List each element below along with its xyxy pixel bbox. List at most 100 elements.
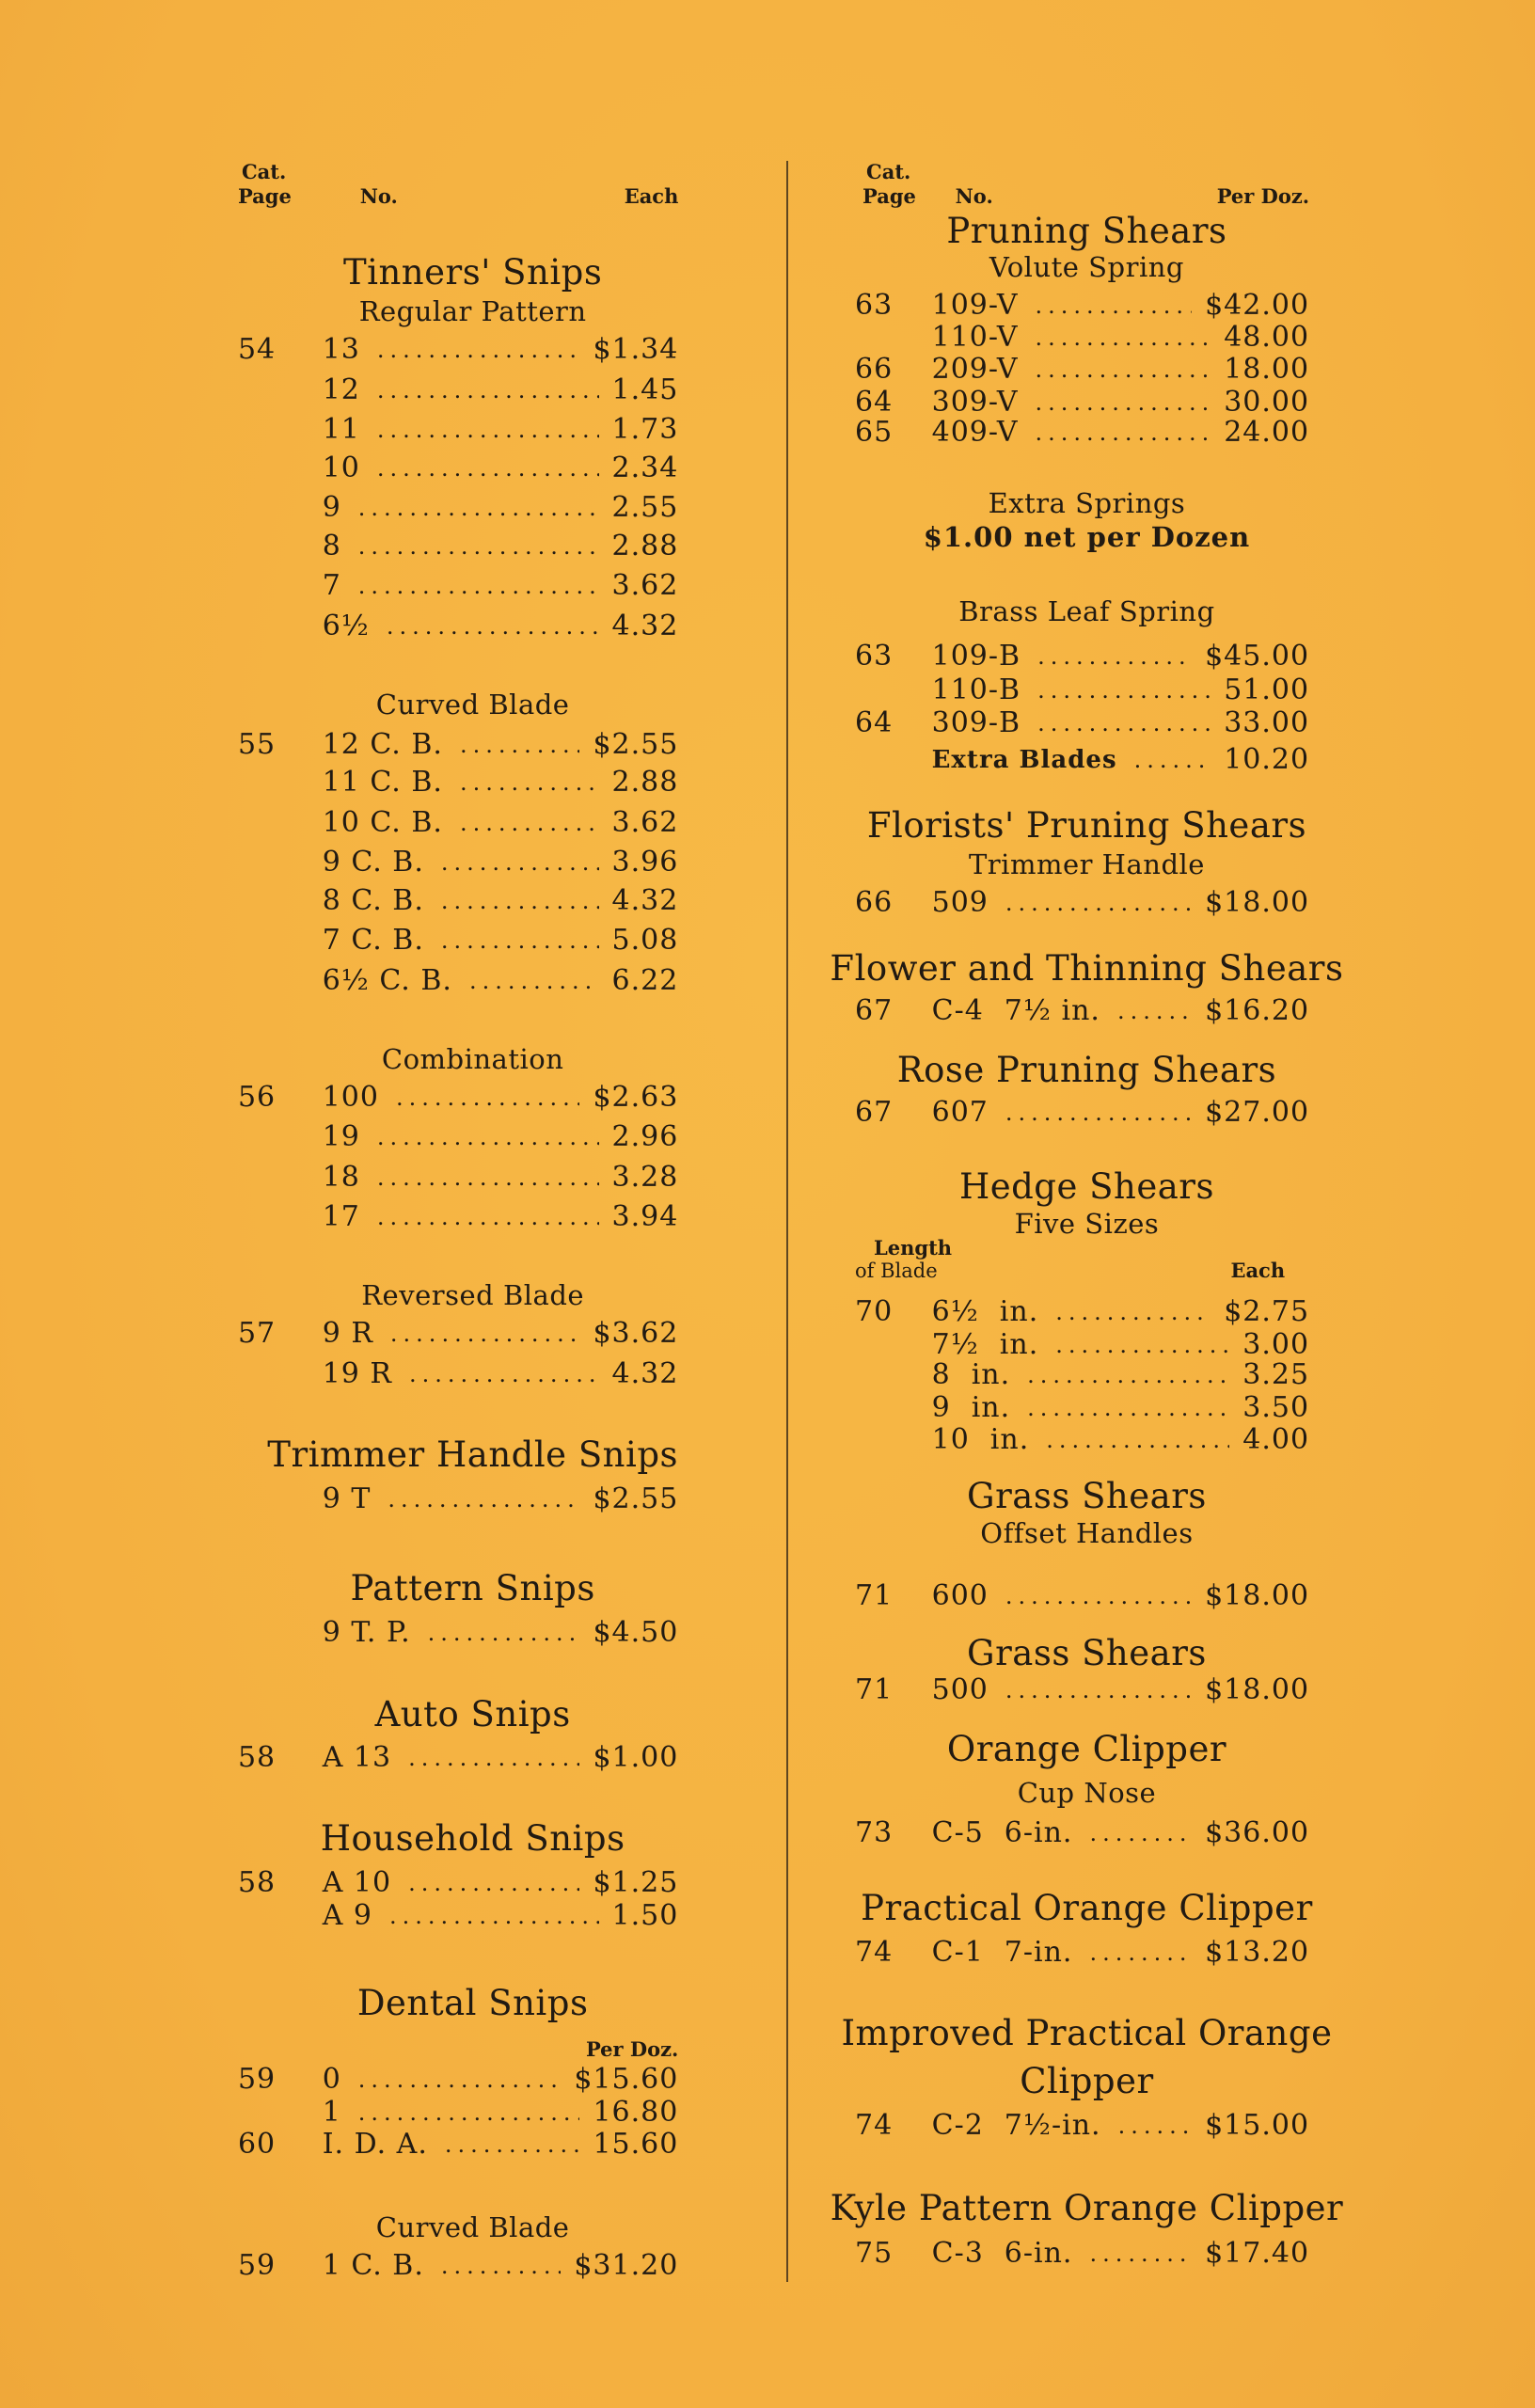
item-price: 3.62 [611,569,679,603]
leader-dots: ........................................ [468,967,599,994]
price-row: 73 C-5 6-in...............................… [855,1816,1309,1850]
item-price: $4.50 [593,1616,679,1650]
item-price: $27.00 [1205,1096,1310,1130]
catalog-page: 59 [237,2063,277,2097]
item-number: A 10 [322,1866,392,1900]
section-subtitle: Cup Nose [1017,1777,1157,1810]
item-price: 3.00 [1242,1327,1310,1361]
item-number: 109-V [931,288,1019,322]
leader-dots: ........................................ [408,1744,579,1771]
item-number: 13 [322,333,360,367]
item-number: 10 [931,1422,970,1456]
item-number: 10 C. B. [322,805,443,839]
leader-dots: ........................................ [1037,709,1211,737]
leader-dots: ........................................ [1005,1676,1193,1703]
price-row: 59 1 C. B................................… [238,2249,678,2283]
leader-dots: ........................................ [440,2252,562,2279]
leader-dots: ........................................ [395,1084,579,1111]
item-number: 6½ [931,1295,979,1329]
section-title: Pattern Snips [350,1568,595,1609]
leader-dots: ........................................ [357,532,599,560]
item-number: 12 [322,372,360,406]
price-row: 75 C-3 6-in...............................… [855,2237,1309,2271]
price-row: 8 in.....................................… [855,1358,1309,1392]
catalog-page: 54 [237,333,277,367]
item-price: $2.63 [593,1080,679,1114]
item-number: 11 C. B. [322,766,443,800]
item-number: 12 C. B. [322,727,443,761]
leader-dots: ........................................ [376,454,599,482]
item-price: $18.00 [1205,1579,1310,1613]
catalog-page: 75 [855,2236,894,2270]
leader-dots: ........................................ [357,573,599,600]
item-number: 110-B [931,673,1021,707]
item-number: 509 [931,885,989,919]
blade-label: of Blade [855,1259,938,1282]
page-label: Page [862,183,916,208]
leader-dots: ........................................ [409,1360,599,1387]
price-row: 58 A 13..................................… [238,1741,678,1775]
item-size: in. [999,1295,1039,1329]
item-size: 6-in. [1004,2236,1073,2270]
item-price: 15.60 [593,2127,679,2161]
item-price: $15.00 [1205,2109,1310,2143]
item-number: 8 [931,1358,951,1392]
item-price: 2.55 [611,491,679,525]
leader-dots: ........................................ [1035,292,1193,319]
section-subtitle: Curved Blade [375,2211,570,2244]
item-number: 607 [931,1096,989,1130]
item-price: 1.50 [611,1898,679,1932]
cat-label: Cat. [241,159,287,183]
leader-dots: ........................................ [1037,643,1192,671]
price-row: 19 R....................................… [238,1357,678,1391]
leader-dots: ........................................ [376,1124,599,1151]
leader-dots: ........................................ [1117,2113,1193,2140]
item-number: 8 C. B. [322,883,424,917]
price-row: 7.......................................… [238,569,678,603]
item-number: 9 T [322,1482,372,1516]
section-title: Florists' Pruning Shears [866,805,1307,847]
item-number: 9 R [322,1317,373,1351]
catalog-page: 55 [237,727,277,761]
price-row: 64 309-B.................................… [855,706,1309,740]
leader-dots: ........................................ [1035,388,1211,416]
item-number: Extra Blades [931,745,1117,774]
catalog-page: 74 [855,1935,894,1969]
leader-dots: ........................................ [376,416,599,443]
item-price: $31.20 [574,2248,679,2282]
section-title: Grass Shears [967,1476,1207,1517]
price-row: 11......................................… [238,413,678,447]
length-label: Length [874,1235,953,1259]
section-title: Tinners' Snips [342,252,603,293]
item-price: $45.00 [1205,640,1310,673]
item-number: 17 [322,1200,360,1234]
price-row: 18......................................… [238,1161,678,1195]
price-row: Extra Blades............................… [855,743,1309,777]
price-row: 12......................................… [238,373,678,407]
price-row: 54 13....................................… [238,333,678,367]
item-price: 48.00 [1224,321,1310,355]
leader-dots: ........................................ [386,612,599,640]
item-number: A 13 [322,1740,392,1774]
section-title: Rose Pruning Shears [896,1049,1277,1090]
price-row: 8.......................................… [238,530,678,563]
price-row: 64 309-V.................................… [855,386,1309,420]
price-row: 17......................................… [238,1200,678,1234]
item-price: 2.88 [611,529,679,562]
leader-dots: ........................................ [357,2099,580,2126]
leader-dots: ........................................ [459,769,599,797]
item-number: 110-V [931,321,1019,355]
item-number: C-1 [931,1935,984,1969]
item-price: 4.00 [1242,1422,1310,1456]
item-number: 7 [322,569,341,603]
item-price: 1.45 [611,372,679,406]
catalog-page: 66 [855,353,894,387]
item-price: 3.94 [611,1200,679,1234]
price-row: 71 500...................................… [855,1673,1309,1707]
leader-dots: ........................................ [1005,889,1193,916]
price-row: 57 9 R...................................… [238,1317,678,1351]
item-number: 1 C. B. [322,2248,424,2282]
item-price: 24.00 [1224,416,1310,450]
price-row: 74 C-1 7-in...............................… [855,1936,1309,1970]
